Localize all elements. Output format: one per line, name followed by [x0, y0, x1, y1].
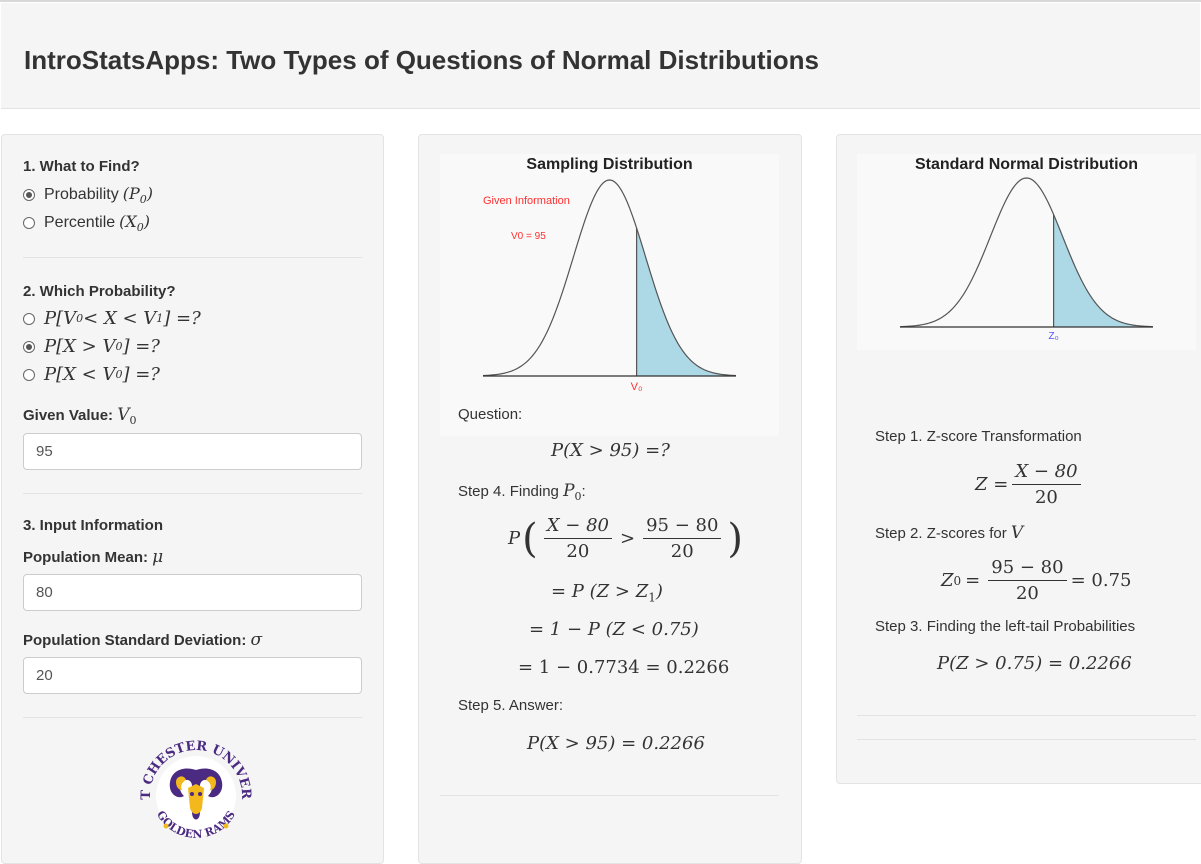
- sampling-plot-area: [440, 154, 779, 436]
- divider: [23, 257, 362, 258]
- step4-label: Step 4. Finding P0:: [458, 481, 586, 503]
- step2-label: Step 2. Z-scores for V: [875, 523, 1024, 543]
- step4-line3: = 1 − P (Z < 0.75): [529, 619, 699, 640]
- radio-math: (P0): [122, 184, 153, 207]
- divider: [857, 739, 1196, 740]
- population-sd-label: Population Standard Deviation: σ: [23, 630, 263, 650]
- density-curve: [899, 177, 1154, 328]
- radio-math: P[X < V: [44, 364, 116, 385]
- density-curve: [482, 179, 737, 377]
- population-mean-label: Population Mean: μ: [23, 547, 164, 567]
- divider: [23, 717, 362, 718]
- right-tail-shade: [1053, 214, 1153, 327]
- given-value-label: Given Value: V0: [23, 405, 137, 427]
- v0-note: V0 = 95: [511, 231, 546, 242]
- radio-percentile[interactable]: Percentile (X0): [23, 212, 150, 234]
- given-information-text: Given Information: [483, 195, 570, 207]
- radio-button[interactable]: [23, 312, 35, 325]
- step3-result: P(Z > 0.75) = 0.2266: [937, 653, 1132, 674]
- which-probability-label: 2. Which Probability?: [23, 283, 176, 300]
- sampling-distribution-plot: Given Information V0 = 95 V₀: [482, 179, 737, 393]
- standard-plot-area: [857, 154, 1196, 350]
- radio-math: (X0): [119, 212, 151, 235]
- standard-plot-title: Standard Normal Distribution: [914, 156, 1139, 173]
- radio-button[interactable]: [23, 217, 35, 230]
- question-expression: P(X > 95) =?: [551, 440, 670, 461]
- what-to-find-label: 1. What to Find?: [23, 158, 140, 175]
- page-title: IntroStatsApps: Two Types of Questions o…: [24, 45, 819, 75]
- z-transformation: Z = X − 80 20: [975, 461, 1085, 508]
- radio-label: Percentile: [44, 214, 116, 232]
- step4-fraction-line: P ( X − 80 20 > 95 − 80 20 ): [508, 515, 744, 562]
- page-header: IntroStatsApps: Two Types of Questions o…: [1, 3, 1200, 109]
- radio-button[interactable]: [23, 340, 35, 353]
- divider: [23, 493, 362, 494]
- radio-button[interactable]: [23, 189, 35, 202]
- population-mean-input[interactable]: 80: [23, 574, 362, 611]
- radio-less[interactable]: P[X < V 0] =?: [23, 364, 160, 385]
- step3-label: Step 3. Finding the left-tail Probabilit…: [875, 618, 1136, 635]
- answer-expression: P(X > 95) = 0.2266: [527, 733, 705, 754]
- radio-probability[interactable]: Probability (P0): [23, 184, 153, 206]
- step1-label: Step 1. Z-score Transformation: [875, 428, 1082, 445]
- radio-greater[interactable]: P[X > V 0] =?: [23, 336, 160, 357]
- university-logo: WEST CHESTER UNIVERSITY GOLDEN RAMS: [136, 736, 253, 841]
- input-information-label: 3. Input Information: [23, 517, 163, 534]
- right-tail-shade: [636, 228, 736, 376]
- radio-between[interactable]: P[V 0 < X < V 1] =?: [23, 308, 201, 329]
- question-label: Question:: [458, 406, 523, 423]
- v0-axis-label: V₀: [631, 381, 643, 393]
- population-sd-input[interactable]: 20: [23, 657, 362, 694]
- radio-math: P[V: [44, 308, 77, 329]
- z0-axis-label: Z₀: [1048, 331, 1058, 342]
- radio-label: Probability: [44, 186, 119, 204]
- step4-line4: = 1 − 0.7734 = 0.2266: [518, 657, 730, 678]
- step5-label: Step 5. Answer:: [458, 697, 564, 714]
- sidebar-panel: [1, 134, 384, 864]
- divider: [857, 715, 1196, 716]
- radio-button[interactable]: [23, 368, 35, 381]
- step4-line2: = P (Z > Z1): [551, 581, 663, 605]
- radio-math: P[X > V: [44, 336, 116, 357]
- divider: [440, 795, 779, 796]
- standard-normal-plot: Z₀: [899, 177, 1154, 342]
- given-value-input[interactable]: 95: [23, 433, 362, 470]
- sampling-plot-title: Sampling Distribution: [526, 156, 693, 173]
